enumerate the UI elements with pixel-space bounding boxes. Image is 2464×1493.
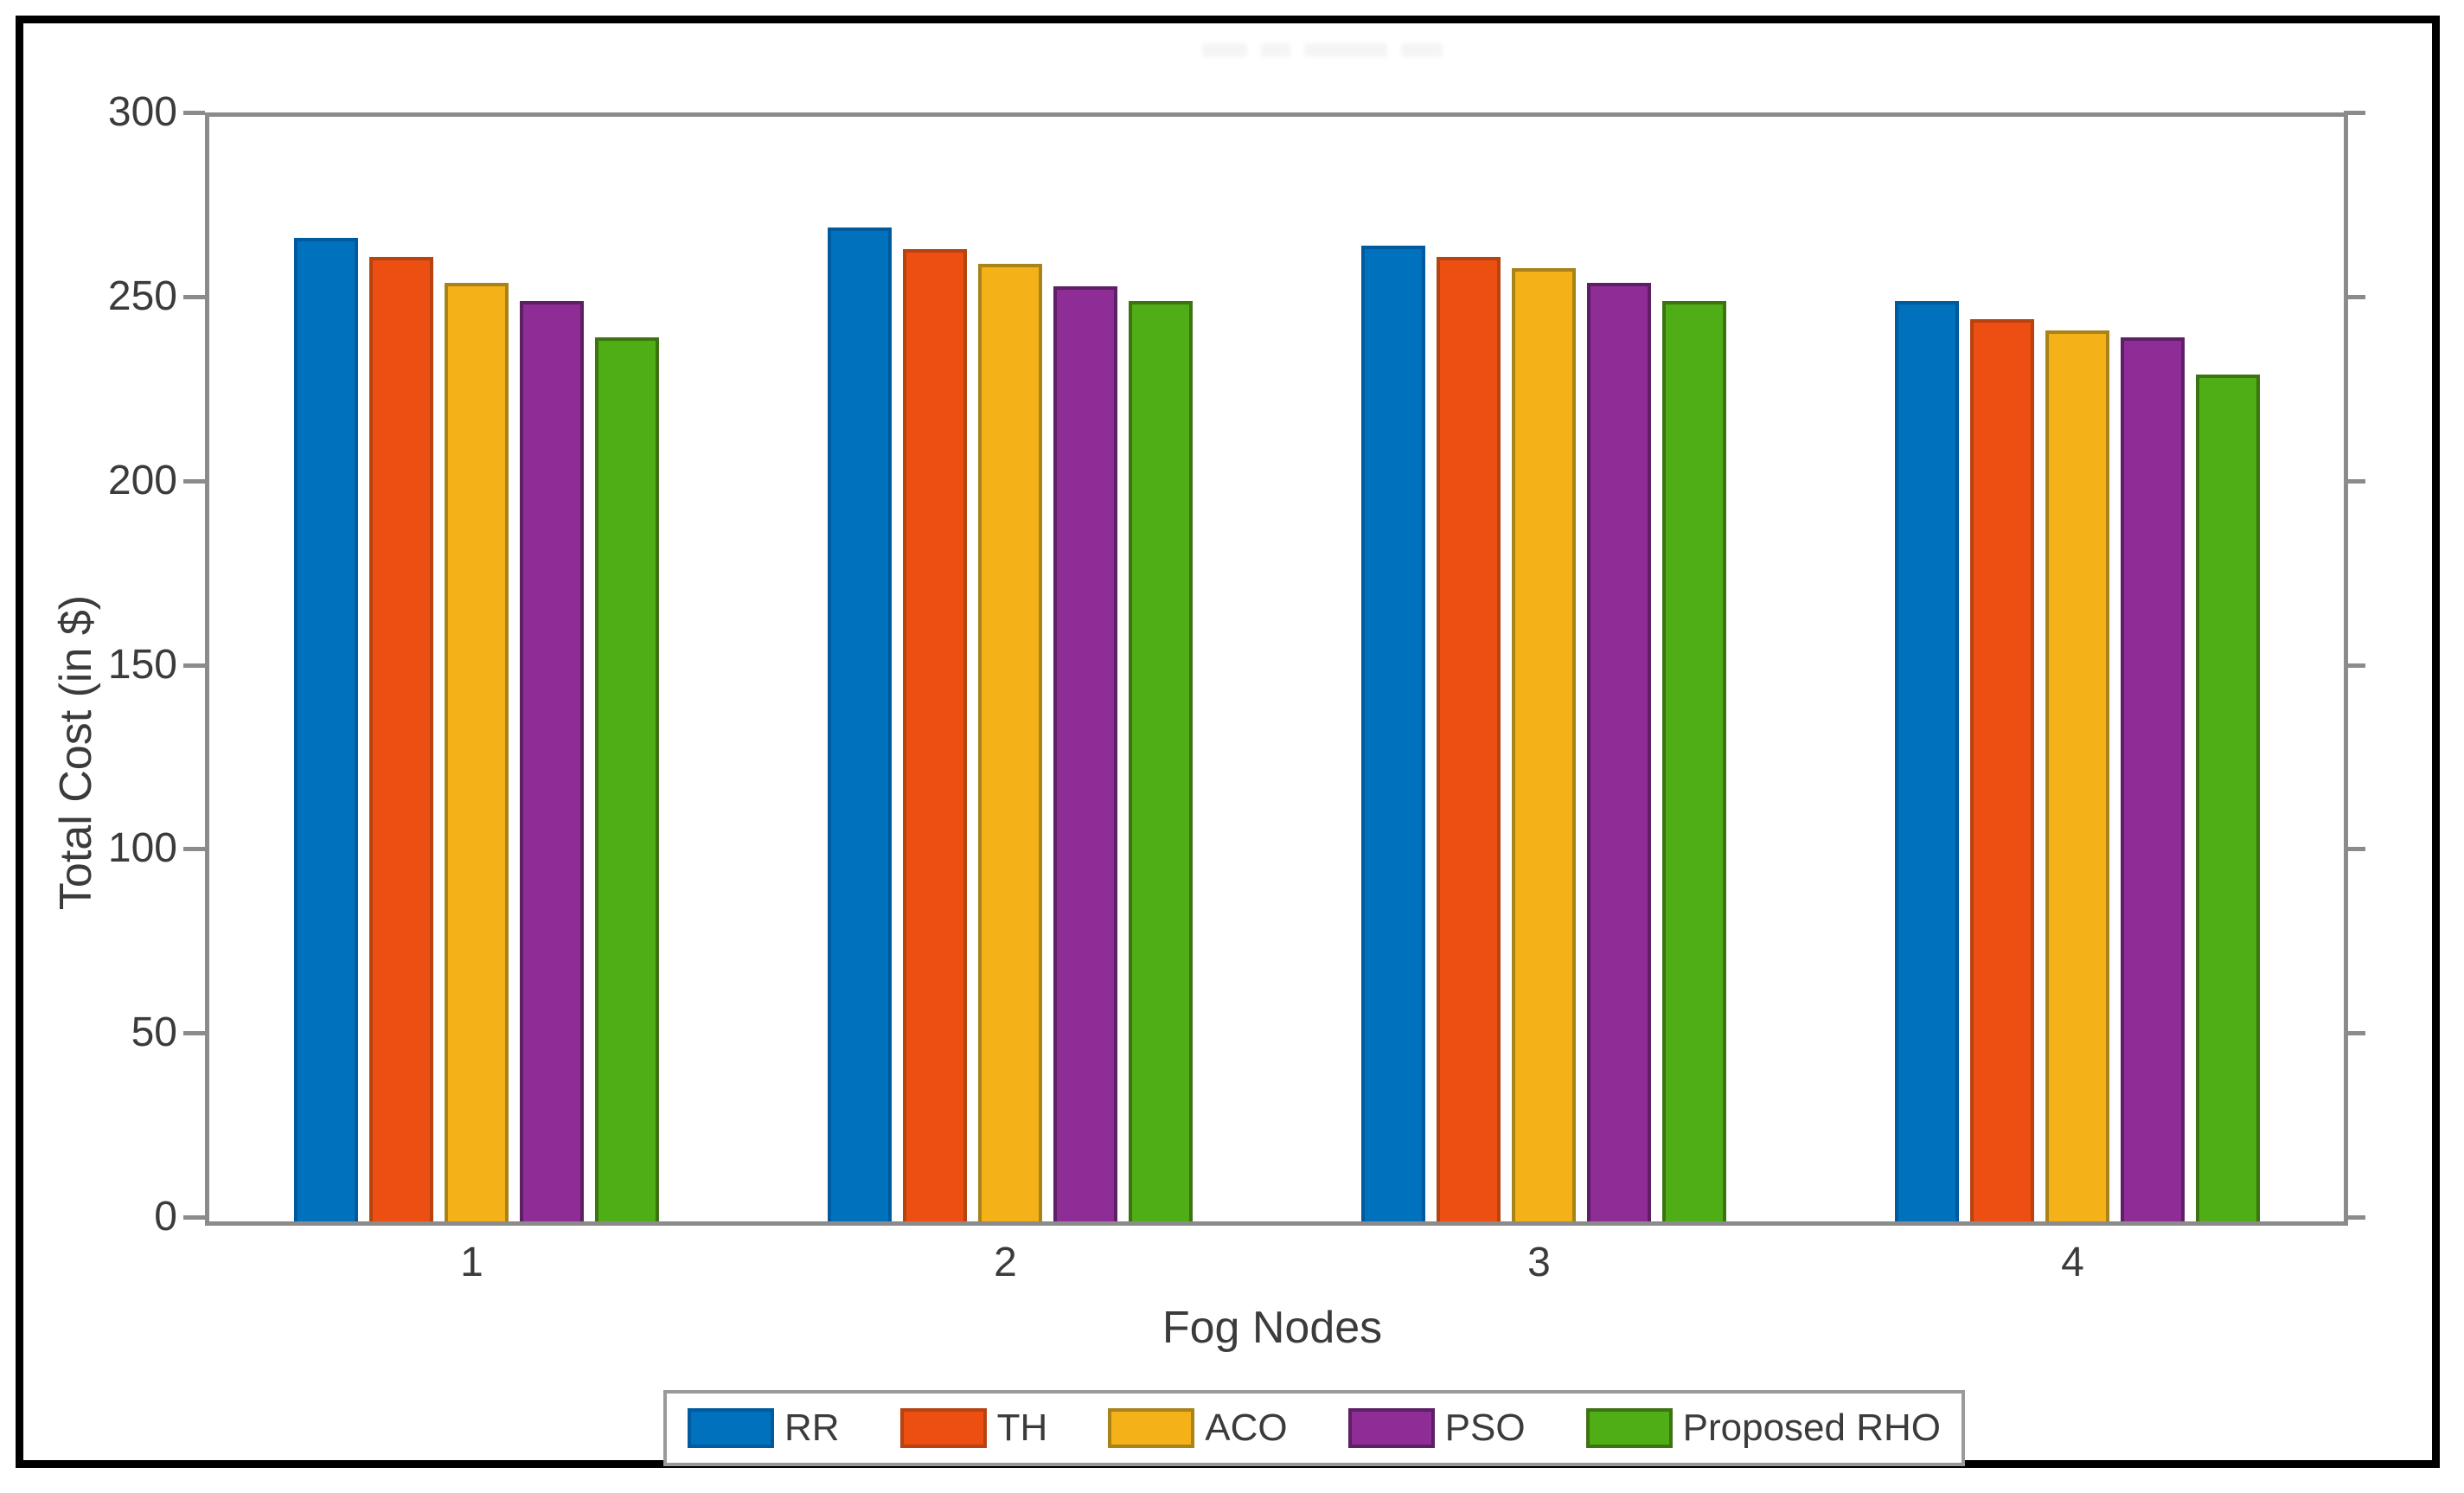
bar-group-4 [1894,117,2260,1221]
legend-entry-pso: PSO [1347,1406,1526,1450]
bar-aco-node-3 [1511,267,1576,1221]
y-tick-mark-left-50 [183,1031,205,1036]
bar-proposed-rho-node-3 [1661,300,1726,1221]
y-tick-mark-left-150 [183,663,205,668]
legend: RR TH ACO PSO Proposed RHO [663,1390,1965,1466]
legend-swatch-aco [1108,1408,1195,1448]
bar-rr-node-2 [827,227,892,1221]
y-tick-mark-right-100 [2344,847,2365,852]
y-tick-label-0: 0 [154,1194,177,1240]
legend-label-aco: ACO [1205,1406,1288,1449]
bar-th-node-4 [1969,319,2034,1221]
y-tick-mark-right-300 [2344,111,2365,115]
legend-swatch-rr [688,1408,774,1448]
bar-pso-node-3 [1586,282,1651,1221]
legend-label-th: TH [996,1406,1048,1449]
bar-proposed-rho-node-2 [1128,300,1193,1221]
bar-group-3 [1360,117,1726,1221]
y-tick-mark-right-150 [2344,663,2365,668]
x-tick-label-4: 4 [2061,1240,2084,1285]
y-tick-label-50: 50 [131,1009,177,1056]
legend-entry-aco: ACO [1108,1406,1288,1450]
y-tick-label-250: 250 [107,272,177,319]
y-tick-mark-left-250 [183,294,205,299]
y-tick-label-150: 150 [107,641,177,688]
y-tick-label-100: 100 [107,825,177,872]
y-tick-mark-left-300 [183,111,205,115]
legend-label-pso: PSO [1444,1406,1526,1449]
legend-swatch-th [899,1408,987,1448]
bar-rr-node-4 [1894,300,1959,1221]
bar-group-2 [827,117,1193,1221]
x-tick-label-2: 2 [994,1240,1017,1285]
legend-swatch-pso [1347,1408,1435,1448]
y-tick-mark-left-200 [183,478,205,484]
y-tick-mark-right-0 [2344,1215,2365,1220]
legend-entry-rr: RR [688,1406,840,1450]
bar-th-node-2 [902,249,967,1221]
bar-proposed-rho-node-4 [2195,374,2260,1221]
plot-area [205,112,2348,1226]
legend-entry-th: TH [899,1406,1048,1450]
y-tick-mark-left-100 [183,847,205,852]
y-tick-mark-left-0 [183,1215,205,1220]
bar-proposed-rho-node-1 [594,337,659,1221]
bar-aco-node-4 [2045,330,2109,1221]
bar-th-node-1 [368,256,433,1221]
bar-rr-node-1 [293,238,358,1221]
bar-rr-node-3 [1360,245,1425,1221]
bar-pso-node-2 [1053,285,1117,1221]
bar-pso-node-4 [2120,337,2185,1221]
x-axis-label: Fog Nodes [1162,1303,1383,1353]
legend-label-proposed-rho: Proposed RHO [1682,1406,1941,1449]
legend-label-rr: RR [784,1406,840,1449]
y-tick-label-300: 300 [107,89,177,135]
bar-pso-node-1 [519,300,584,1221]
x-tick-label-3: 3 [1527,1240,1551,1285]
bars-layer [209,117,2344,1221]
bar-aco-node-2 [977,264,1042,1221]
y-tick-mark-right-50 [2344,1031,2365,1036]
y-tick-mark-right-250 [2344,294,2365,299]
bar-group-1 [293,117,659,1221]
faint-title-remnant [1202,33,1496,67]
y-tick-label-200: 200 [107,457,177,503]
bar-th-node-3 [1436,256,1501,1221]
legend-entry-proposed-rho: Proposed RHO [1585,1406,1941,1450]
x-tick-label-1: 1 [460,1240,483,1285]
legend-swatch-proposed-rho [1585,1408,1673,1448]
bar-aco-node-1 [444,282,509,1221]
y-tick-mark-right-200 [2344,478,2365,484]
